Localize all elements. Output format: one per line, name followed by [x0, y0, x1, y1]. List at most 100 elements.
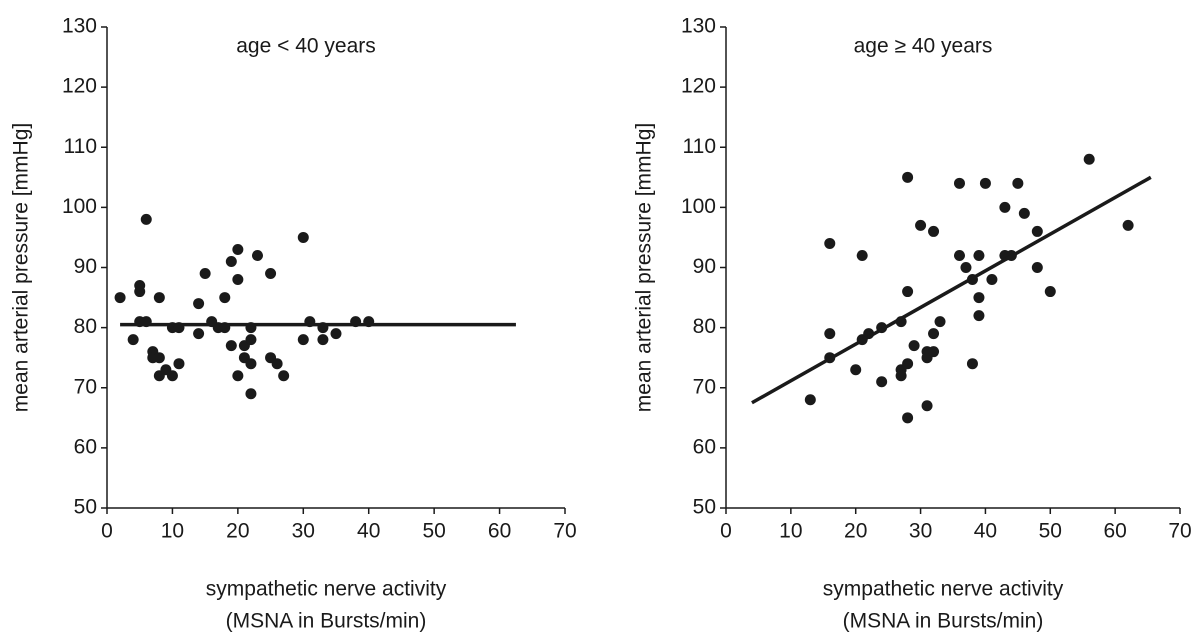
- data-point: [173, 358, 185, 370]
- y-tick-label: 60: [74, 435, 97, 458]
- y-tick-label: 110: [683, 135, 716, 158]
- data-point: [297, 231, 309, 243]
- data-point: [219, 292, 231, 304]
- data-point: [973, 310, 985, 322]
- y-tick-label: 120: [62, 75, 97, 98]
- y-tick-label: 90: [693, 255, 716, 278]
- y-tick-label: 70: [693, 375, 716, 398]
- y-tick-label: 90: [74, 255, 97, 278]
- data-point: [934, 316, 946, 328]
- x-tick-label: 40: [357, 520, 380, 543]
- data-point: [297, 334, 309, 346]
- data-point: [1031, 225, 1043, 237]
- data-point: [271, 358, 283, 370]
- data-point: [166, 370, 178, 382]
- data-point: [317, 334, 329, 346]
- data-point: [225, 255, 237, 267]
- data-point: [1012, 177, 1024, 189]
- data-point: [960, 262, 972, 273]
- data-point: [895, 370, 907, 382]
- data-point: [232, 370, 244, 382]
- y-tick-label: 60: [693, 435, 716, 458]
- data-point: [134, 286, 146, 298]
- data-point: [193, 298, 205, 310]
- data-point: [908, 340, 920, 352]
- x-axis-label: (MSNA in Bursts/min): [226, 610, 427, 633]
- y-tick-label: 130: [62, 15, 97, 38]
- y-axis-label: mean arterial pressure [mmHg]: [10, 123, 33, 412]
- data-point: [1044, 286, 1056, 298]
- y-tick-label: 100: [62, 195, 97, 218]
- y-tick-label: 70: [74, 375, 97, 398]
- x-tick-label: 10: [779, 520, 802, 543]
- data-point: [330, 328, 342, 340]
- x-tick-label: 30: [292, 520, 315, 543]
- data-point: [225, 340, 237, 352]
- data-point: [1083, 153, 1095, 165]
- y-tick-label: 50: [74, 496, 97, 519]
- y-tick-label: 50: [693, 496, 716, 519]
- x-axis-label: sympathetic nerve activity: [206, 578, 447, 601]
- y-axis-label: mean arterial pressure [mmHg]: [633, 123, 656, 412]
- data-point: [999, 201, 1011, 213]
- y-tick-label: 80: [74, 315, 97, 338]
- x-tick-label: 40: [974, 520, 997, 543]
- regression-line: [751, 175, 1152, 405]
- y-tick-label: 130: [681, 15, 716, 38]
- data-point: [928, 346, 940, 358]
- data-point: [265, 268, 277, 280]
- data-point: [979, 177, 991, 189]
- data-point: [928, 328, 940, 340]
- x-tick-label: 60: [1103, 520, 1126, 543]
- y-tick-label: 110: [64, 135, 97, 158]
- data-point: [973, 249, 985, 261]
- x-tick-label: 10: [161, 520, 184, 543]
- data-point: [824, 328, 836, 340]
- data-point: [902, 171, 914, 183]
- y-tick-label: 100: [681, 195, 716, 218]
- x-tick-label: 30: [909, 520, 932, 543]
- data-point: [199, 268, 211, 280]
- x-tick-label: 70: [553, 520, 576, 543]
- data-point: [921, 400, 933, 412]
- data-point: [928, 225, 940, 237]
- data-point: [1018, 207, 1030, 219]
- data-point: [140, 213, 152, 225]
- data-point: [973, 292, 985, 304]
- data-point: [986, 274, 998, 286]
- data-point: [953, 249, 965, 261]
- y-tick-label: 80: [693, 315, 716, 338]
- x-tick-label: 0: [720, 520, 732, 543]
- data-point: [153, 292, 165, 304]
- x-tick-label: 70: [1168, 520, 1191, 543]
- chart-title: age < 40 years: [236, 35, 376, 58]
- data-point: [1031, 262, 1043, 273]
- x-tick-label: 50: [1039, 520, 1062, 543]
- data-point: [127, 334, 139, 346]
- x-tick-label: 20: [226, 520, 249, 543]
- chart-title: age ≥ 40 years: [854, 35, 993, 58]
- data-point: [902, 286, 914, 298]
- data-point: [915, 219, 927, 231]
- data-point: [1122, 219, 1134, 231]
- x-tick-label: 0: [101, 520, 113, 543]
- data-point: [251, 249, 263, 261]
- data-point: [850, 364, 862, 376]
- data-point: [245, 358, 257, 370]
- data-point: [114, 292, 126, 304]
- data-point: [153, 352, 165, 364]
- data-point: [902, 358, 914, 370]
- y-tick-label: 120: [681, 75, 716, 98]
- data-point: [193, 328, 205, 340]
- data-point: [804, 394, 816, 406]
- data-point: [245, 334, 257, 346]
- data-point: [876, 376, 888, 388]
- data-point: [245, 388, 257, 400]
- x-axis-label: (MSNA in Bursts/min): [843, 610, 1044, 633]
- x-tick-label: 60: [488, 520, 511, 543]
- data-point: [278, 370, 290, 382]
- data-point: [953, 177, 965, 189]
- x-axis-label: sympathetic nerve activity: [823, 578, 1064, 601]
- data-point: [232, 274, 244, 286]
